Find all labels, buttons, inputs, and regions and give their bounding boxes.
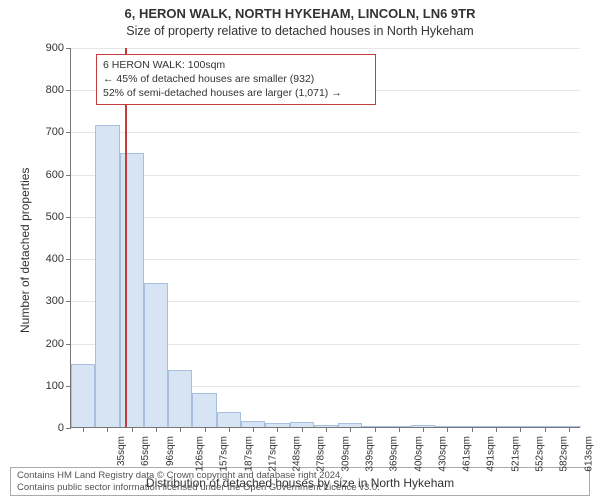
x-tick [569, 427, 570, 432]
x-tick [277, 427, 278, 432]
x-tick-label: 461sqm [462, 436, 473, 472]
y-tick-label: 800 [24, 84, 64, 96]
x-tick-label: 217sqm [267, 436, 278, 472]
reference-marker [125, 48, 127, 427]
y-tick-label: 100 [24, 380, 64, 392]
x-tick-label: 278sqm [316, 436, 327, 472]
y-tick-label: 900 [24, 42, 64, 54]
x-tick [423, 427, 424, 432]
x-tick-label: 157sqm [219, 436, 230, 472]
x-tick [107, 427, 108, 432]
x-tick-label: 248sqm [292, 436, 303, 472]
gridline [71, 259, 580, 260]
x-tick [350, 427, 351, 432]
histogram-bar [168, 370, 192, 427]
footer-line2: Contains public sector information licen… [17, 482, 583, 493]
info-line3: 52% of semi-detached houses are larger (… [103, 86, 369, 100]
x-tick [375, 427, 376, 432]
histogram-bar [95, 125, 119, 427]
y-tick [66, 90, 71, 91]
x-tick [132, 427, 133, 432]
y-tick [66, 301, 71, 302]
info-line1: 6 HERON WALK: 100sqm [103, 58, 369, 72]
gridline [71, 132, 580, 133]
y-tick-label: 0 [24, 422, 64, 434]
x-tick [447, 427, 448, 432]
x-tick-label: 126sqm [195, 436, 206, 472]
x-tick-label: 491sqm [486, 436, 497, 472]
title-line1: 6, HERON WALK, NORTH HYKEHAM, LINCOLN, L… [0, 6, 600, 21]
plot-area: 6 HERON WALK: 100sqm ← 45% of detached h… [70, 48, 580, 428]
x-tick [205, 427, 206, 432]
y-tick-label: 300 [24, 295, 64, 307]
histogram-bar [120, 153, 144, 427]
x-tick-label: 430sqm [437, 436, 448, 472]
info-box: 6 HERON WALK: 100sqm ← 45% of detached h… [96, 54, 376, 105]
x-tick [545, 427, 546, 432]
y-tick-label: 400 [24, 253, 64, 265]
x-tick [253, 427, 254, 432]
x-tick [180, 427, 181, 432]
x-tick [496, 427, 497, 432]
gridline [71, 48, 580, 49]
x-tick-label: 65sqm [140, 436, 151, 466]
gridline [71, 217, 580, 218]
y-axis-label: Number of detached properties [18, 168, 32, 333]
x-tick-label: 582sqm [559, 436, 570, 472]
x-tick [326, 427, 327, 432]
y-tick [66, 132, 71, 133]
y-tick [66, 175, 71, 176]
x-tick-label: 369sqm [389, 436, 400, 472]
info-line2: ← 45% of detached houses are smaller (93… [103, 72, 369, 86]
y-tick [66, 217, 71, 218]
histogram-bar [217, 412, 241, 427]
x-tick-label: 552sqm [535, 436, 546, 472]
y-tick [66, 259, 71, 260]
histogram-bar [144, 283, 168, 427]
x-tick-label: 613sqm [583, 436, 594, 472]
x-tick [399, 427, 400, 432]
y-tick-label: 700 [24, 126, 64, 138]
x-tick [229, 427, 230, 432]
x-tick [520, 427, 521, 432]
gridline [71, 175, 580, 176]
x-tick-label: 96sqm [165, 436, 176, 466]
chart-container: 6, HERON WALK, NORTH HYKEHAM, LINCOLN, L… [0, 0, 600, 500]
x-tick [472, 427, 473, 432]
x-tick-label: 400sqm [413, 436, 424, 472]
footer-line1: Contains HM Land Registry data © Crown c… [17, 470, 583, 481]
x-tick [302, 427, 303, 432]
y-tick [66, 344, 71, 345]
x-tick [83, 427, 84, 432]
x-tick-label: 521sqm [510, 436, 521, 472]
x-tick-label: 309sqm [340, 436, 351, 472]
y-tick [66, 48, 71, 49]
y-tick [66, 428, 71, 429]
x-tick-label: 339sqm [365, 436, 376, 472]
x-tick-label: 187sqm [243, 436, 254, 472]
x-tick-label: 35sqm [116, 436, 127, 466]
y-tick-label: 500 [24, 211, 64, 223]
y-tick-label: 600 [24, 169, 64, 181]
title-line2: Size of property relative to detached ho… [0, 24, 600, 38]
histogram-bar [71, 364, 95, 427]
y-tick-label: 200 [24, 338, 64, 350]
histogram-bar [192, 393, 216, 427]
x-tick [156, 427, 157, 432]
